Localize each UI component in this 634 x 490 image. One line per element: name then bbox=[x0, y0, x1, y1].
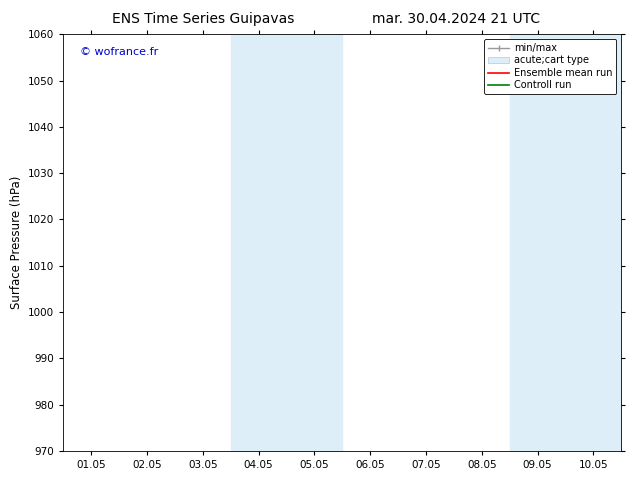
Legend: min/max, acute;cart type, Ensemble mean run, Controll run: min/max, acute;cart type, Ensemble mean … bbox=[484, 39, 616, 94]
Text: mar. 30.04.2024 21 UTC: mar. 30.04.2024 21 UTC bbox=[372, 12, 541, 26]
Bar bbox=[231, 34, 287, 451]
Text: ENS Time Series Guipavas: ENS Time Series Guipavas bbox=[112, 12, 294, 26]
Bar bbox=[566, 34, 621, 451]
Text: © wofrance.fr: © wofrance.fr bbox=[80, 47, 158, 57]
Y-axis label: Surface Pressure (hPa): Surface Pressure (hPa) bbox=[10, 176, 23, 309]
Bar bbox=[287, 34, 342, 451]
Bar bbox=[510, 34, 566, 451]
